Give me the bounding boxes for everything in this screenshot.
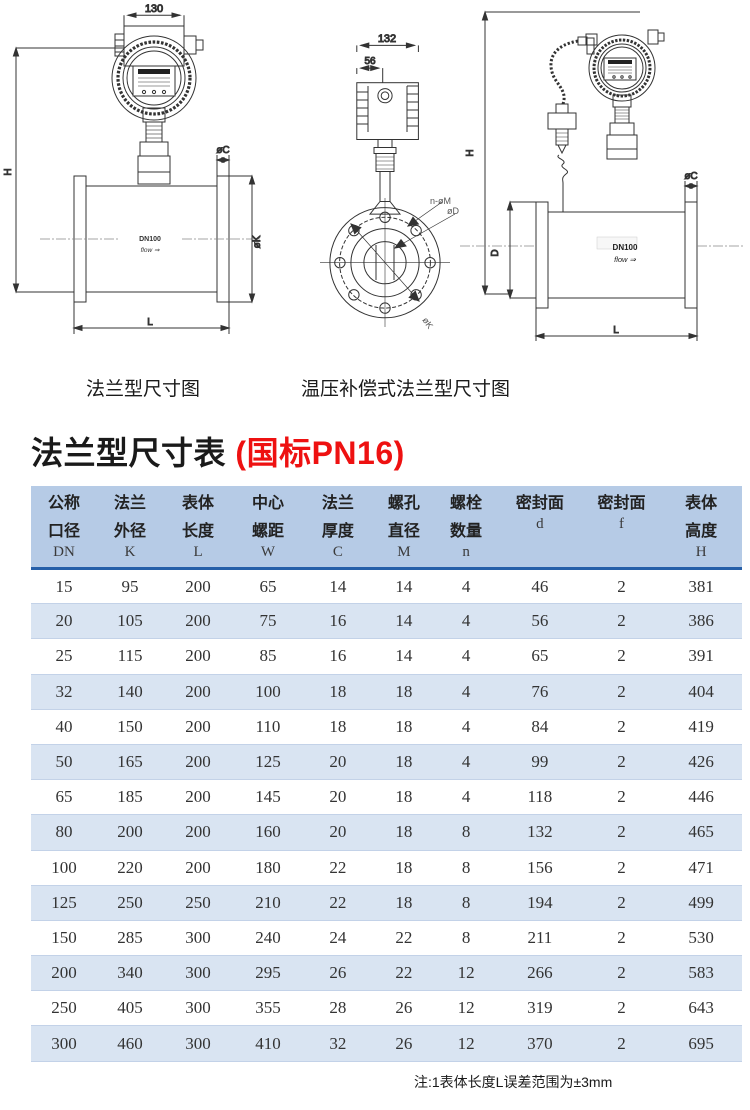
svg-text:n-øM: n-øM xyxy=(430,196,451,206)
svg-text:132: 132 xyxy=(378,33,396,45)
svg-text:56: 56 xyxy=(364,56,376,67)
svg-text:L: L xyxy=(613,325,619,336)
svg-text:flow ⇒: flow ⇒ xyxy=(141,247,160,254)
svg-text:DN100: DN100 xyxy=(613,243,638,252)
svg-text:øD: øD xyxy=(447,206,459,216)
svg-text:130: 130 xyxy=(145,3,163,15)
svg-text:øK: øK xyxy=(420,315,435,330)
svg-text:H: H xyxy=(3,168,14,175)
svg-text:øC: øC xyxy=(216,145,229,156)
svg-text:DN100: DN100 xyxy=(139,236,161,243)
svg-text:øK: øK xyxy=(252,235,263,248)
svg-text:flow ⇒: flow ⇒ xyxy=(614,255,636,264)
svg-text:L: L xyxy=(147,317,153,328)
svg-text:H: H xyxy=(465,149,476,156)
svg-text:øC: øC xyxy=(684,171,697,182)
svg-text:D: D xyxy=(490,249,501,256)
